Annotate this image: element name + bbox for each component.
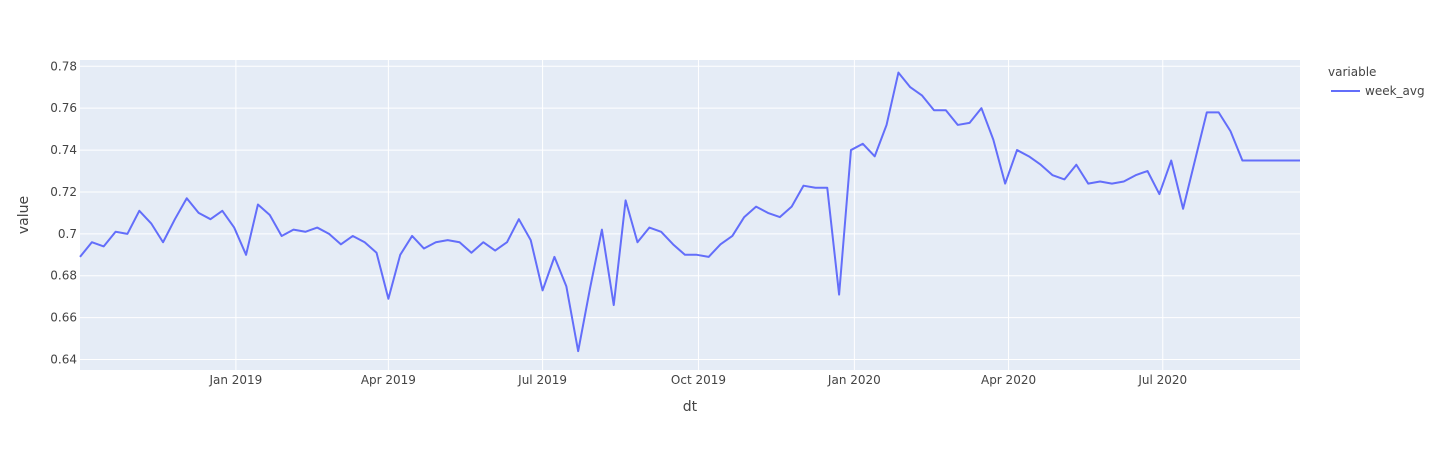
y-tick-label: 0.68: [50, 269, 77, 283]
grid-lines: [80, 60, 1300, 370]
y-tick-label: 0.64: [50, 353, 77, 367]
series-line-week-avg[interactable]: [79, 71, 1300, 353]
y-tick-label: 0.7: [58, 227, 77, 241]
x-tick-label: Jan 2019: [208, 373, 262, 387]
legend-title: variable: [1328, 65, 1376, 79]
y-tick-label: 0.78: [50, 59, 77, 73]
x-tick-labels: Jan 2019 Apr 2019 Jul 2019 Oct 2019 Jan 2020…: [208, 373, 1187, 387]
y-tick-label: 0.76: [50, 101, 77, 115]
x-axis-label: dt: [683, 399, 698, 415]
x-tick-label: Apr 2019: [361, 373, 416, 387]
plot-background: [80, 60, 1300, 370]
x-tick-label: Jul 2019: [517, 373, 567, 387]
y-tick-labels: 0.64 0.66 0.68 0.7 0.72 0.74 0.76 0.78: [50, 59, 77, 366]
x-tick-label: Oct 2019: [671, 373, 726, 387]
legend: variable week_avg: [1328, 65, 1425, 98]
x-tick-label: Jul 2020: [1137, 373, 1187, 387]
y-tick-label: 0.72: [50, 185, 77, 199]
x-tick-label: Jan 2020: [827, 373, 881, 387]
x-tick-label: Apr 2020: [981, 373, 1036, 387]
series-group: [79, 71, 1300, 353]
y-tick-label: 0.66: [50, 311, 77, 325]
y-tick-label: 0.74: [50, 143, 77, 157]
y-axis-label: value: [16, 196, 32, 234]
legend-label-week-avg[interactable]: week_avg: [1365, 84, 1425, 98]
